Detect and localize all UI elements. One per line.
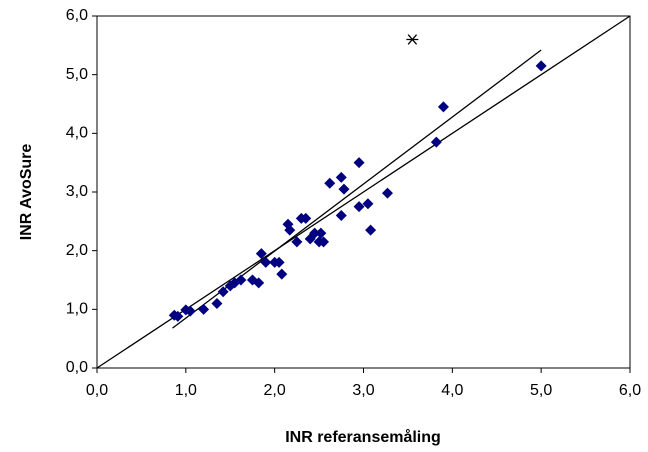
y-tick-label: 0,0 [66, 359, 88, 376]
data-point [300, 212, 312, 224]
data-point [335, 171, 347, 183]
outlier-point [406, 34, 419, 45]
x-tick-label: 5,0 [530, 382, 552, 399]
data-point [217, 286, 229, 298]
data-point [353, 201, 365, 213]
data-point [335, 209, 347, 221]
data-point [184, 305, 196, 317]
data-point [338, 183, 350, 195]
data-point [381, 187, 393, 199]
y-tick-label: 3,0 [66, 183, 88, 200]
data-point [353, 157, 365, 169]
y-axis-title: INR AvoSure [18, 144, 35, 241]
y-tick-label: 6,0 [66, 7, 88, 24]
data-point [198, 303, 210, 315]
data-point [273, 256, 285, 268]
x-tick-label: 3,0 [352, 382, 374, 399]
data-point [309, 227, 321, 239]
y-tick-label: 2,0 [66, 242, 88, 259]
data-point [315, 227, 327, 239]
x-axis-title: INR referansemåling [285, 428, 441, 446]
x-tick-label: 2,0 [264, 382, 286, 399]
data-point [362, 198, 374, 210]
data-point [255, 248, 267, 260]
data-point [246, 274, 258, 286]
y-tick-label: 4,0 [66, 125, 88, 142]
data-point [276, 268, 288, 280]
data-point [211, 297, 223, 309]
data-point [324, 177, 336, 189]
data-point [172, 310, 184, 322]
data-point [535, 60, 547, 72]
x-tick-label: 0,0 [86, 382, 108, 399]
data-point [430, 136, 442, 148]
data-point [253, 277, 265, 289]
data-point [284, 224, 296, 236]
data-point [318, 236, 330, 248]
y-tick-label: 5,0 [66, 66, 88, 83]
x-tick-label: 1,0 [175, 382, 197, 399]
x-tick-label: 4,0 [441, 382, 463, 399]
data-point [260, 256, 272, 268]
data-point [437, 101, 449, 113]
x-tick-label: 6,0 [619, 382, 641, 399]
y-tick-label: 1,0 [66, 301, 88, 318]
data-point [291, 236, 303, 248]
data-point [235, 274, 247, 286]
data-point [365, 224, 377, 236]
